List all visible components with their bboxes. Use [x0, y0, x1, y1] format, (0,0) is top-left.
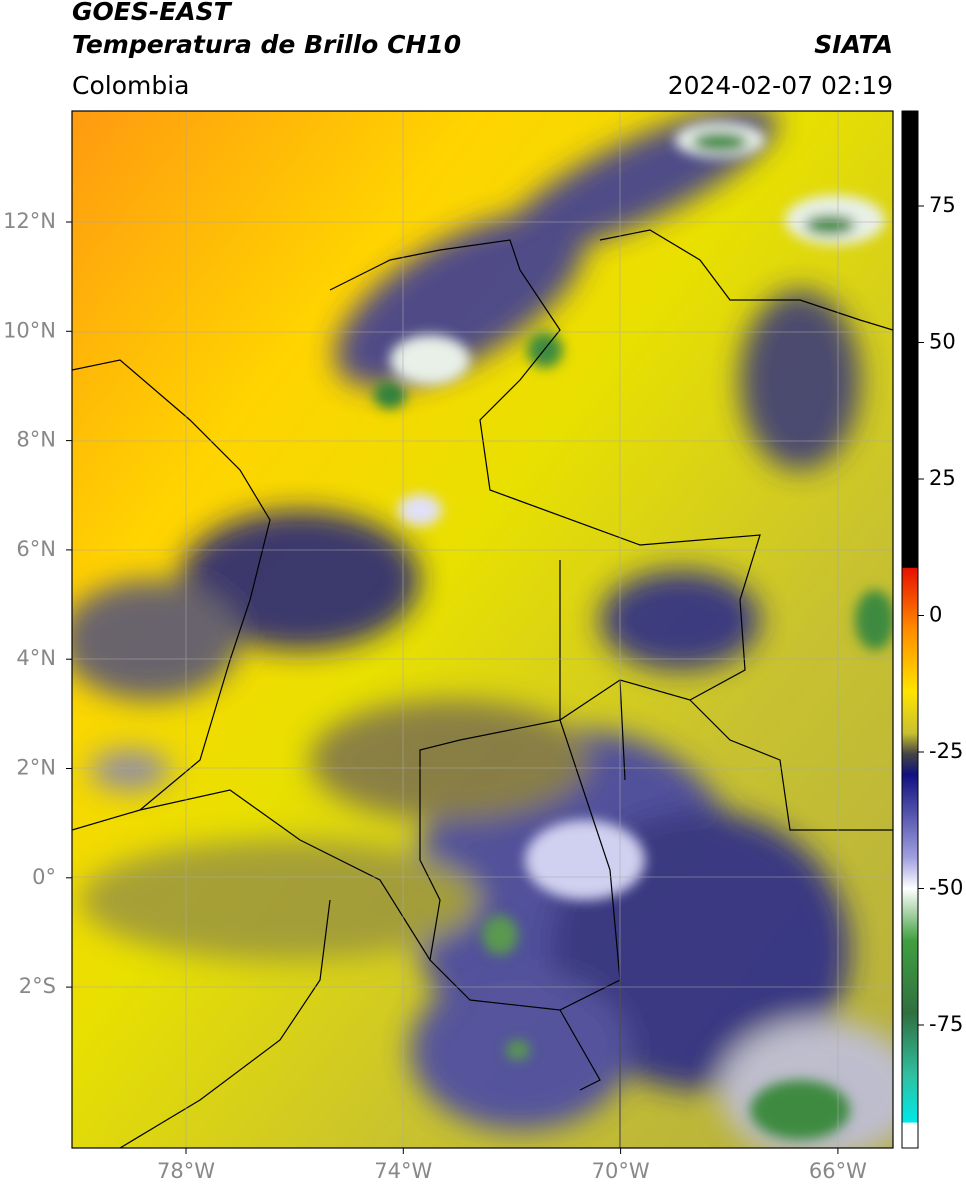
- colorbar-tick-label: -75: [929, 1012, 963, 1036]
- ticks: 12°N 10°N 8°N 6°N 4°N 2°N 0° 2°S 78°W 74°W 70°W 66°…: [3, 193, 963, 1183]
- lon-tick-label: 74°W: [374, 1159, 432, 1183]
- lat-tick-label: 2°N: [16, 756, 56, 780]
- colorbar-tick-label: -50: [929, 876, 963, 900]
- lat-tick-label: 6°N: [16, 537, 56, 561]
- region: Colombia: [72, 71, 189, 100]
- datetime: 2024-02-07 02:19: [668, 71, 893, 100]
- map-frame: [71, 110, 894, 1149]
- colorbar-tick-label: 50: [929, 330, 956, 354]
- colorbar-tick-label: 0: [929, 603, 942, 627]
- lat-tick-label: 4°N: [16, 646, 56, 670]
- lat-tick-label: 10°N: [3, 318, 56, 342]
- lat-tick-label: 2°S: [19, 974, 56, 998]
- title: GOES-EAST: [72, 0, 233, 26]
- colorbar-tick-label: 75: [929, 193, 956, 217]
- lon-tick-label: 70°W: [592, 1159, 650, 1183]
- lat-tick-label: 8°N: [16, 428, 56, 452]
- lon-tick-label: 66°W: [809, 1159, 867, 1183]
- lat-tick-label: 12°N: [3, 209, 56, 233]
- source: SIATA: [814, 30, 893, 59]
- lat-tick-label: 0°: [32, 865, 56, 889]
- satellite-image: [72, 111, 893, 1148]
- subtitle: Temperatura de Brillo CH10: [72, 30, 461, 59]
- lon-tick-label: 78°W: [157, 1159, 215, 1183]
- colorbar-tick-label: 25: [929, 466, 956, 490]
- colorbar-tick-label: -25: [929, 739, 963, 763]
- colorbar: [901, 110, 919, 1149]
